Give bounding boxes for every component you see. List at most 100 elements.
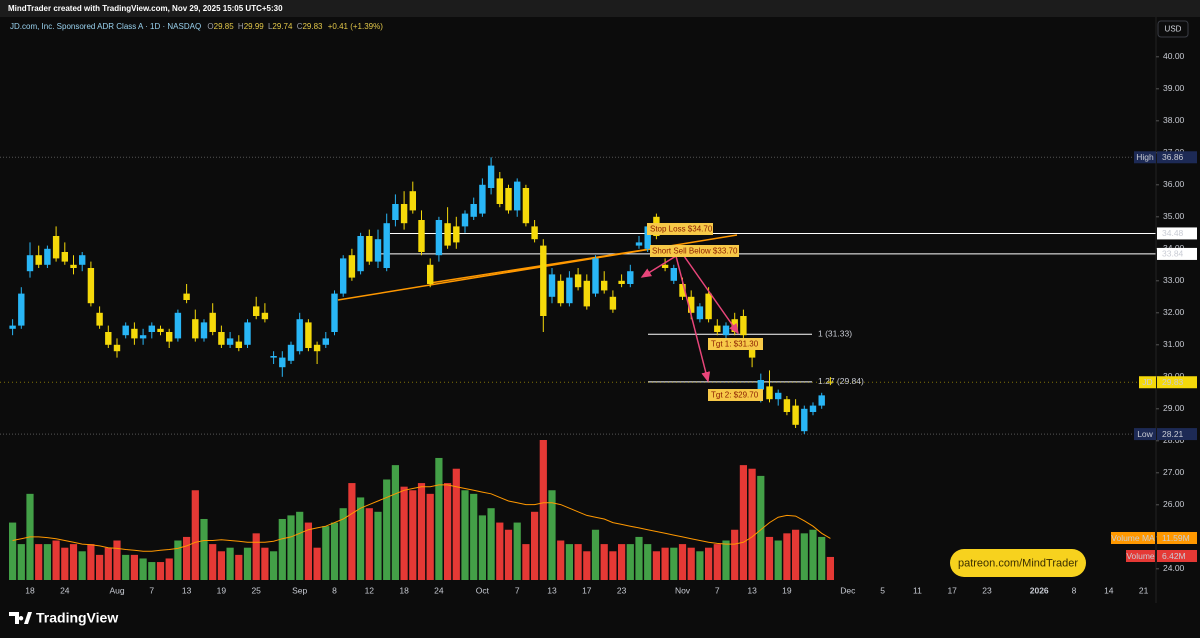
candle-body — [287, 344, 295, 361]
x-tick-label: 17 — [947, 585, 957, 595]
badge — [1157, 428, 1197, 441]
annotation: Tgt 1: $31.30 — [711, 340, 759, 349]
x-tick-label: Aug — [109, 585, 124, 595]
volume-bar — [661, 547, 669, 580]
ohlc-key: O — [207, 22, 213, 31]
ohlc-key: C — [297, 22, 303, 31]
volume-bar — [705, 547, 713, 580]
volume-bar — [348, 483, 356, 580]
brand: TradingView — [36, 610, 118, 626]
candle-body — [139, 335, 147, 339]
badge-name: Volume — [1126, 551, 1155, 561]
x-tick-label: Dec — [840, 585, 856, 595]
candle-body — [818, 395, 825, 406]
candle-body — [748, 344, 756, 358]
x-tick-label: 23 — [617, 585, 627, 595]
x-tick-label: 8 — [1072, 585, 1077, 595]
candle-body — [444, 223, 451, 246]
volume-bar — [278, 518, 286, 580]
y-tick-label: 36.00 — [1163, 179, 1185, 189]
volume-bar — [78, 551, 86, 580]
volume-bar — [191, 490, 199, 580]
candle-body — [9, 325, 16, 329]
volume-bar — [400, 486, 408, 580]
candle-body — [557, 280, 564, 304]
watermark[interactable]: patreon.com/MindTrader — [958, 557, 1078, 569]
candle-body — [70, 264, 77, 268]
volume-bar — [635, 536, 643, 580]
fib-label: 1.27 (29.84) — [818, 376, 864, 386]
volume-bar — [565, 544, 573, 580]
volume-bar — [200, 518, 208, 580]
candle-body — [261, 312, 269, 320]
volume-bar — [678, 544, 687, 580]
x-tick-label: 8 — [332, 585, 337, 595]
candle-body — [592, 258, 599, 294]
ohlc-value: 29.74 — [272, 22, 293, 31]
volume-bar — [444, 483, 452, 580]
candle-body — [714, 325, 721, 332]
candle-body — [340, 258, 347, 294]
x-tick-label: Nov — [675, 585, 691, 595]
volume-bar — [217, 551, 225, 580]
x-tick-label: 21 — [1139, 585, 1149, 595]
volume-bar — [96, 554, 104, 580]
volume-bar — [513, 522, 521, 580]
x-tick-label: 12 — [365, 585, 375, 595]
x-tick-label: 24 — [60, 585, 70, 595]
volume-bar — [130, 554, 138, 580]
x-tick-label: 19 — [217, 585, 227, 595]
volume-bar — [687, 547, 695, 580]
candle-body — [479, 184, 486, 214]
volume-bar — [591, 529, 600, 580]
x-tick-label: 2026 — [1030, 585, 1049, 595]
volume-bar — [765, 536, 774, 580]
badge-value: 34.48 — [1162, 228, 1184, 238]
ohlc-value: 29.85 — [214, 22, 235, 31]
ohlc-key: H — [238, 22, 244, 31]
candle-body — [679, 284, 686, 297]
candle-body — [35, 255, 42, 265]
volume-bar — [713, 544, 721, 580]
candle-body — [313, 344, 321, 352]
x-tick-label: 18 — [399, 585, 409, 595]
candle-body — [427, 264, 434, 284]
volume-bar — [574, 544, 582, 580]
volume-bar — [818, 536, 826, 580]
top-bar — [0, 0, 1200, 17]
candle-body — [305, 322, 312, 348]
candle-body — [96, 312, 103, 326]
ohlc-value: 29.99 — [244, 22, 265, 31]
ohlc-value: 29.83 — [302, 22, 323, 31]
candle-body — [113, 344, 121, 352]
badge — [1157, 550, 1197, 562]
x-tick-label: 19 — [782, 585, 792, 595]
volume-bar — [496, 522, 504, 580]
volume-bar — [609, 551, 617, 580]
candle-body — [418, 220, 425, 252]
volume-bar — [391, 465, 399, 580]
annotations: Stop Loss $34.70 Short Sell Below $33.70… — [640, 223, 763, 401]
volume-bar — [287, 515, 295, 580]
volume-bar — [148, 562, 156, 580]
annotation-box — [708, 338, 763, 350]
annotation-box — [708, 389, 763, 401]
candle-body — [79, 255, 86, 265]
x-tick-label: 24 — [434, 585, 444, 595]
x-tick-label: 13 — [547, 585, 557, 595]
currency[interactable]: USD — [1165, 25, 1182, 34]
candle-body — [331, 293, 338, 332]
badge-value: 36.86 — [1162, 152, 1184, 162]
volume-bar — [339, 508, 347, 580]
candle-body — [148, 325, 155, 332]
volume-bar — [296, 511, 304, 580]
candle-body — [357, 236, 364, 272]
candle-body — [740, 316, 747, 336]
currency-button[interactable] — [1157, 20, 1189, 38]
watermark-pill[interactable] — [950, 549, 1086, 577]
volume-bar — [539, 440, 547, 580]
volume-bar — [600, 544, 608, 580]
badge-name: Low — [1137, 429, 1153, 439]
volume-bar — [618, 544, 626, 580]
volume-bar — [792, 529, 800, 580]
